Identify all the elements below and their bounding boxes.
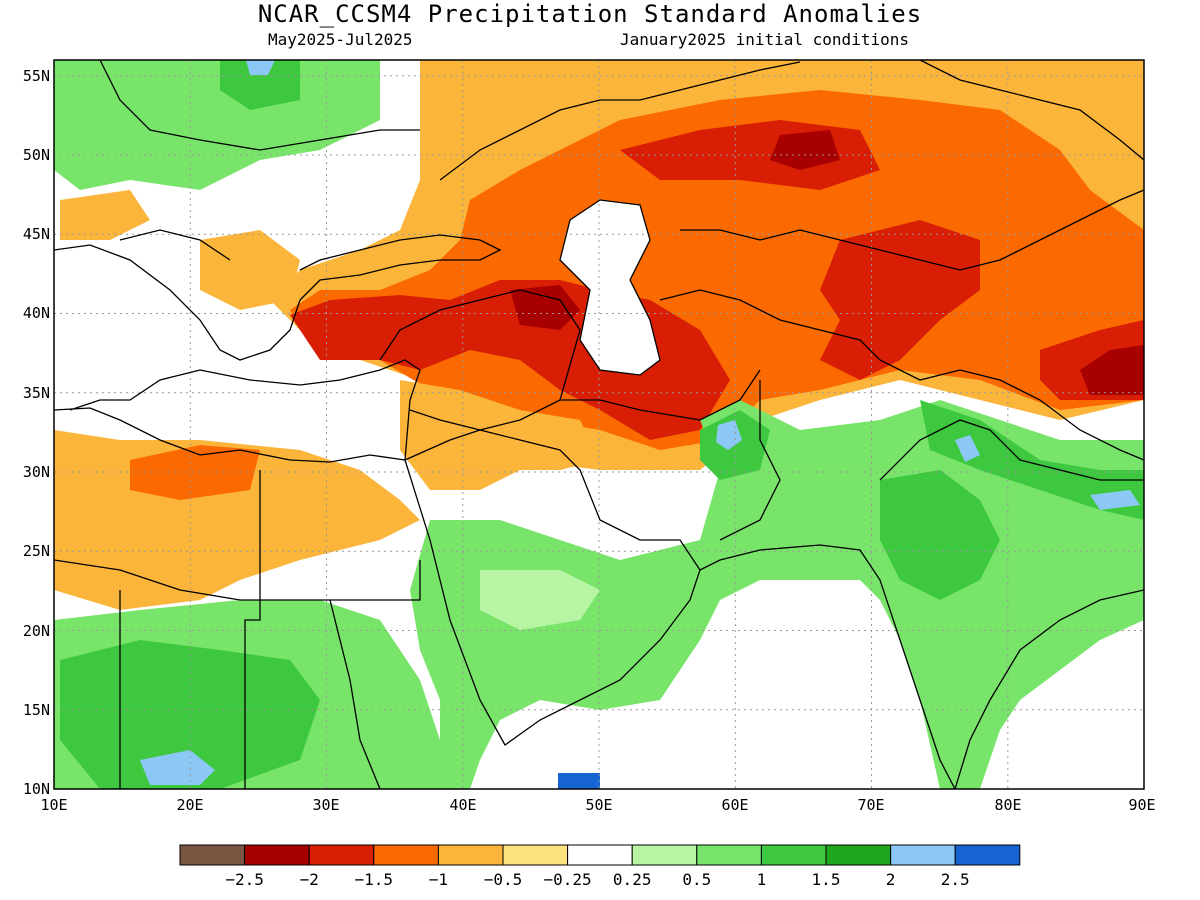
tibet-extreme-dry: [1080, 345, 1144, 395]
colorbar-swatch: [890, 844, 956, 866]
caspian-sea: [560, 200, 660, 375]
lat-tick-label: 50N: [23, 146, 50, 164]
colorbar-label: 1.5: [812, 870, 841, 889]
colorbar-swatch: [760, 844, 827, 866]
lat-tick-label: 30N: [23, 463, 50, 481]
colorbar-label: −0.25: [544, 870, 592, 889]
anomaly-field: [54, 60, 1144, 789]
colorbar-swatch: [825, 844, 892, 866]
map-title: NCAR_CCSM4 Precipitation Standard Anomal…: [257, 0, 923, 28]
iran-extreme-dry: [510, 285, 580, 330]
lon-tick-label: 30E: [312, 796, 339, 814]
europe-wet-core: [220, 60, 300, 110]
europe-wet-peak: [246, 60, 275, 75]
colorbar-label: −1.5: [355, 870, 394, 889]
colorbar-label: 0.25: [613, 870, 652, 889]
colorbar-swatch: [308, 844, 375, 866]
colorbar-label: −0.5: [484, 870, 523, 889]
lat-tick-label: 35N: [23, 384, 50, 402]
himalaya-wet-core: [920, 400, 1144, 520]
colorbar-swatch: [696, 844, 762, 866]
colorbar-label: −2.5: [225, 870, 264, 889]
lon-tick-label: 50E: [585, 796, 612, 814]
lat-tick-label: 40N: [23, 304, 50, 322]
northwest-dry-patch: [60, 190, 150, 240]
map-frame: [53, 59, 1145, 790]
lon-tick-label: 60E: [721, 796, 748, 814]
sahel-wet-peak: [140, 750, 215, 785]
nepal-wet-peak: [1090, 490, 1140, 510]
lon-tick-label: 70E: [857, 796, 884, 814]
lon-tick-labels: 10E 20E 30E 40E 50E 60E 70E 80E 90E: [40, 796, 1155, 814]
colorbar-label: −2: [300, 870, 319, 889]
balkan-dry-patch: [200, 230, 300, 310]
colorbar: −2.5 −2 −1.5 −1 −0.5 −0.25 0.25 0.5 1 1.5 2 2.5: [179, 844, 1021, 889]
caspian-dry-region: [290, 90, 1144, 450]
lat-tick-label: 45N: [23, 225, 50, 243]
colorbar-label: −1: [429, 870, 448, 889]
lat-tick-label: 10N: [23, 780, 50, 798]
lon-tick-label: 20E: [176, 796, 203, 814]
lat-tick-label: 55N: [23, 67, 50, 85]
colorbar-label: 2: [886, 870, 896, 889]
arabia-wet-light: [480, 570, 600, 630]
colorbar-swatch: [954, 844, 1021, 866]
lat-tick-label: 20N: [23, 622, 50, 640]
kashmir-wet-peak: [955, 435, 980, 462]
colorbar-swatch: [502, 844, 569, 866]
colorbar-swatch: [244, 844, 310, 866]
lat-tick-label: 15N: [23, 701, 50, 719]
colorbar-swatch: [373, 844, 439, 866]
lon-tick-label: 40E: [449, 796, 476, 814]
forecast-period: May2025-Jul2025: [268, 30, 413, 49]
colorbar-swatch: [437, 844, 504, 866]
kazakh-extreme-dry: [770, 130, 840, 170]
lon-tick-label: 80E: [994, 796, 1021, 814]
lat-tick-label: 25N: [23, 542, 50, 560]
colorbar-swatch: [631, 844, 698, 866]
initial-conditions: January2025 initial conditions: [620, 30, 909, 49]
north-africa-dry-core: [130, 445, 260, 500]
colorbar-label: 2.5: [941, 870, 970, 889]
colorbar-label: 0.5: [682, 870, 711, 889]
somalia-wet-extreme: [558, 773, 600, 789]
lon-tick-label: 10E: [40, 796, 67, 814]
lat-tick-labels: 55N 50N 45N 40N 35N 30N 25N 20N 15N 10N: [23, 67, 50, 798]
india-wet-core: [880, 470, 1000, 600]
lat-lon-gridlines: [54, 60, 1144, 789]
coastlines-borders: [54, 60, 1144, 789]
colorbar-swatch: [567, 844, 633, 866]
colorbar-label: 1: [757, 870, 767, 889]
colorbar-swatch: [179, 844, 246, 866]
lon-tick-label: 90E: [1128, 796, 1155, 814]
